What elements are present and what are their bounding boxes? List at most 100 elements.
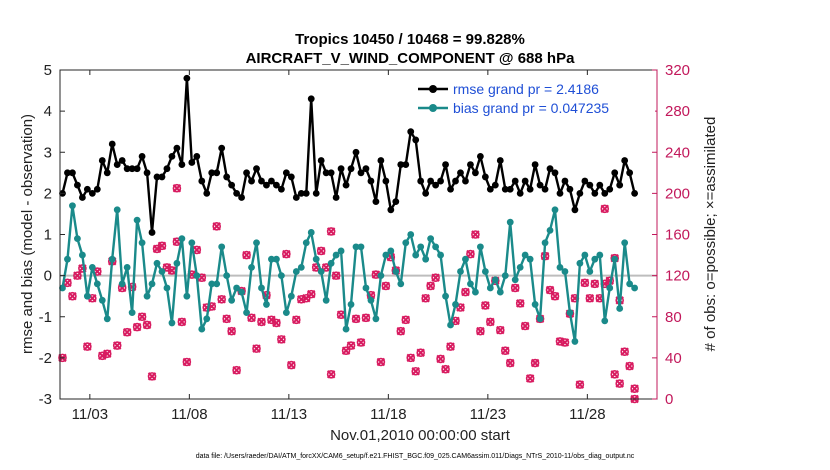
rmse-point	[561, 177, 569, 185]
right-tick-label: 200	[665, 185, 690, 202]
bias-point	[327, 259, 335, 267]
obs-possible-marker	[421, 293, 430, 303]
bias-point	[203, 315, 211, 323]
obs-possible-marker	[520, 321, 530, 331]
obs-possible-marker	[610, 370, 620, 379]
rmse-point	[551, 169, 559, 177]
rmse-point	[357, 169, 365, 177]
rmse-point	[108, 140, 116, 148]
rmse-point	[322, 169, 330, 177]
rmse-point	[586, 181, 594, 189]
obs-assimilated-marker	[615, 379, 624, 388]
obs-assimilated-marker	[401, 315, 410, 325]
bias-point	[576, 259, 584, 267]
obs-assimilated-marker	[406, 353, 415, 363]
bias-point	[223, 272, 231, 280]
bias-point	[317, 268, 325, 275]
bias-point	[74, 235, 81, 243]
obs-assimilated-marker	[511, 283, 520, 293]
obs-possible-marker	[316, 246, 326, 256]
bias-point	[362, 284, 370, 292]
bias-series	[59, 202, 639, 345]
legend-bias-marker	[429, 104, 437, 112]
bias-point	[491, 276, 499, 284]
obs-possible-marker	[500, 346, 510, 355]
obs-assimilated-marker	[227, 326, 236, 336]
obs-possible-marker	[476, 326, 485, 336]
obs-assimilated-marker	[496, 325, 505, 335]
rmse-point	[243, 169, 250, 177]
bias-point	[437, 251, 444, 259]
x-tick-label: 11/28	[569, 406, 605, 423]
obs-assimilated-marker	[396, 326, 405, 336]
rmse-point	[78, 194, 86, 201]
rmse-point	[566, 185, 574, 193]
bias-point	[486, 284, 494, 292]
obs-assimilated-marker	[431, 273, 440, 282]
obs-possible-marker	[545, 285, 555, 295]
rmse-point	[302, 189, 310, 197]
obs-possible-marker	[306, 289, 316, 299]
bias-point	[541, 239, 549, 247]
obs-possible-marker	[132, 322, 142, 332]
rmse-point	[168, 152, 176, 160]
rmse-point	[337, 165, 345, 173]
rmse-point	[397, 161, 405, 168]
obs-assimilated-marker	[361, 313, 371, 322]
rmse-point	[163, 165, 171, 173]
obs-assimilated-marker	[446, 342, 455, 351]
obs-possible-marker	[486, 317, 495, 327]
obs-possible-marker	[471, 230, 480, 239]
rmse-point	[427, 177, 435, 185]
obs-possible-marker	[292, 315, 301, 325]
bias-point	[312, 255, 320, 263]
obs-possible-marker	[620, 347, 629, 357]
obs-assimilated-marker	[242, 250, 251, 260]
obs-assimilated-marker	[137, 312, 147, 321]
bias-point	[626, 280, 634, 288]
bias-point	[551, 206, 559, 214]
bias-point	[69, 202, 76, 210]
bias-point	[397, 280, 405, 288]
obs-possible-marker	[376, 357, 386, 367]
rmse-point	[367, 177, 375, 185]
rmse-point	[536, 181, 544, 189]
bias-point	[198, 325, 206, 333]
obs-assimilated-marker	[525, 374, 535, 383]
x-axis: 11/03 11/08 11/13 11/18 11/23 11/28	[72, 70, 606, 423]
bias-point	[228, 296, 236, 304]
obs-possible-marker	[515, 299, 525, 308]
obs-possible-marker	[401, 315, 411, 325]
obs-assimilated-marker	[182, 357, 192, 367]
left-tick-label: 5	[44, 62, 52, 79]
obs-possible-marker	[331, 271, 341, 280]
bias-point	[233, 284, 241, 292]
rmse-point	[253, 165, 260, 173]
legend: rmse grand pr = 2.4186 bias grand pr = 0…	[413, 77, 655, 119]
rmse-point	[472, 169, 479, 177]
bias-point	[193, 272, 201, 280]
right-tick-label: 320	[665, 62, 690, 79]
rmse-point	[178, 161, 186, 168]
obs-assimilated-marker	[331, 271, 341, 280]
rmse-point	[98, 157, 106, 164]
rmse-point	[342, 181, 350, 189]
left-axis: -3 -2 -1 0 1 2 3 4 5	[39, 62, 65, 408]
x-tick-label: 11/18	[370, 406, 406, 423]
rmse-point	[312, 189, 320, 197]
bias-point	[148, 280, 156, 288]
bias-point	[432, 243, 440, 251]
obs-possible-marker	[466, 249, 475, 259]
bias-point	[178, 235, 186, 243]
rmse-point	[123, 165, 131, 173]
bias-point	[128, 309, 136, 317]
rmse-point	[158, 173, 166, 181]
bias-point	[496, 288, 504, 296]
bias-point	[467, 280, 474, 288]
obs-assimilated-marker	[147, 372, 157, 381]
rmse-point	[516, 189, 524, 197]
obs-assimilated-marker	[326, 370, 336, 379]
obs-assimilated-marker	[590, 279, 600, 289]
right-tick-label: 0	[665, 391, 673, 408]
obs-assimilated-marker	[501, 346, 510, 355]
